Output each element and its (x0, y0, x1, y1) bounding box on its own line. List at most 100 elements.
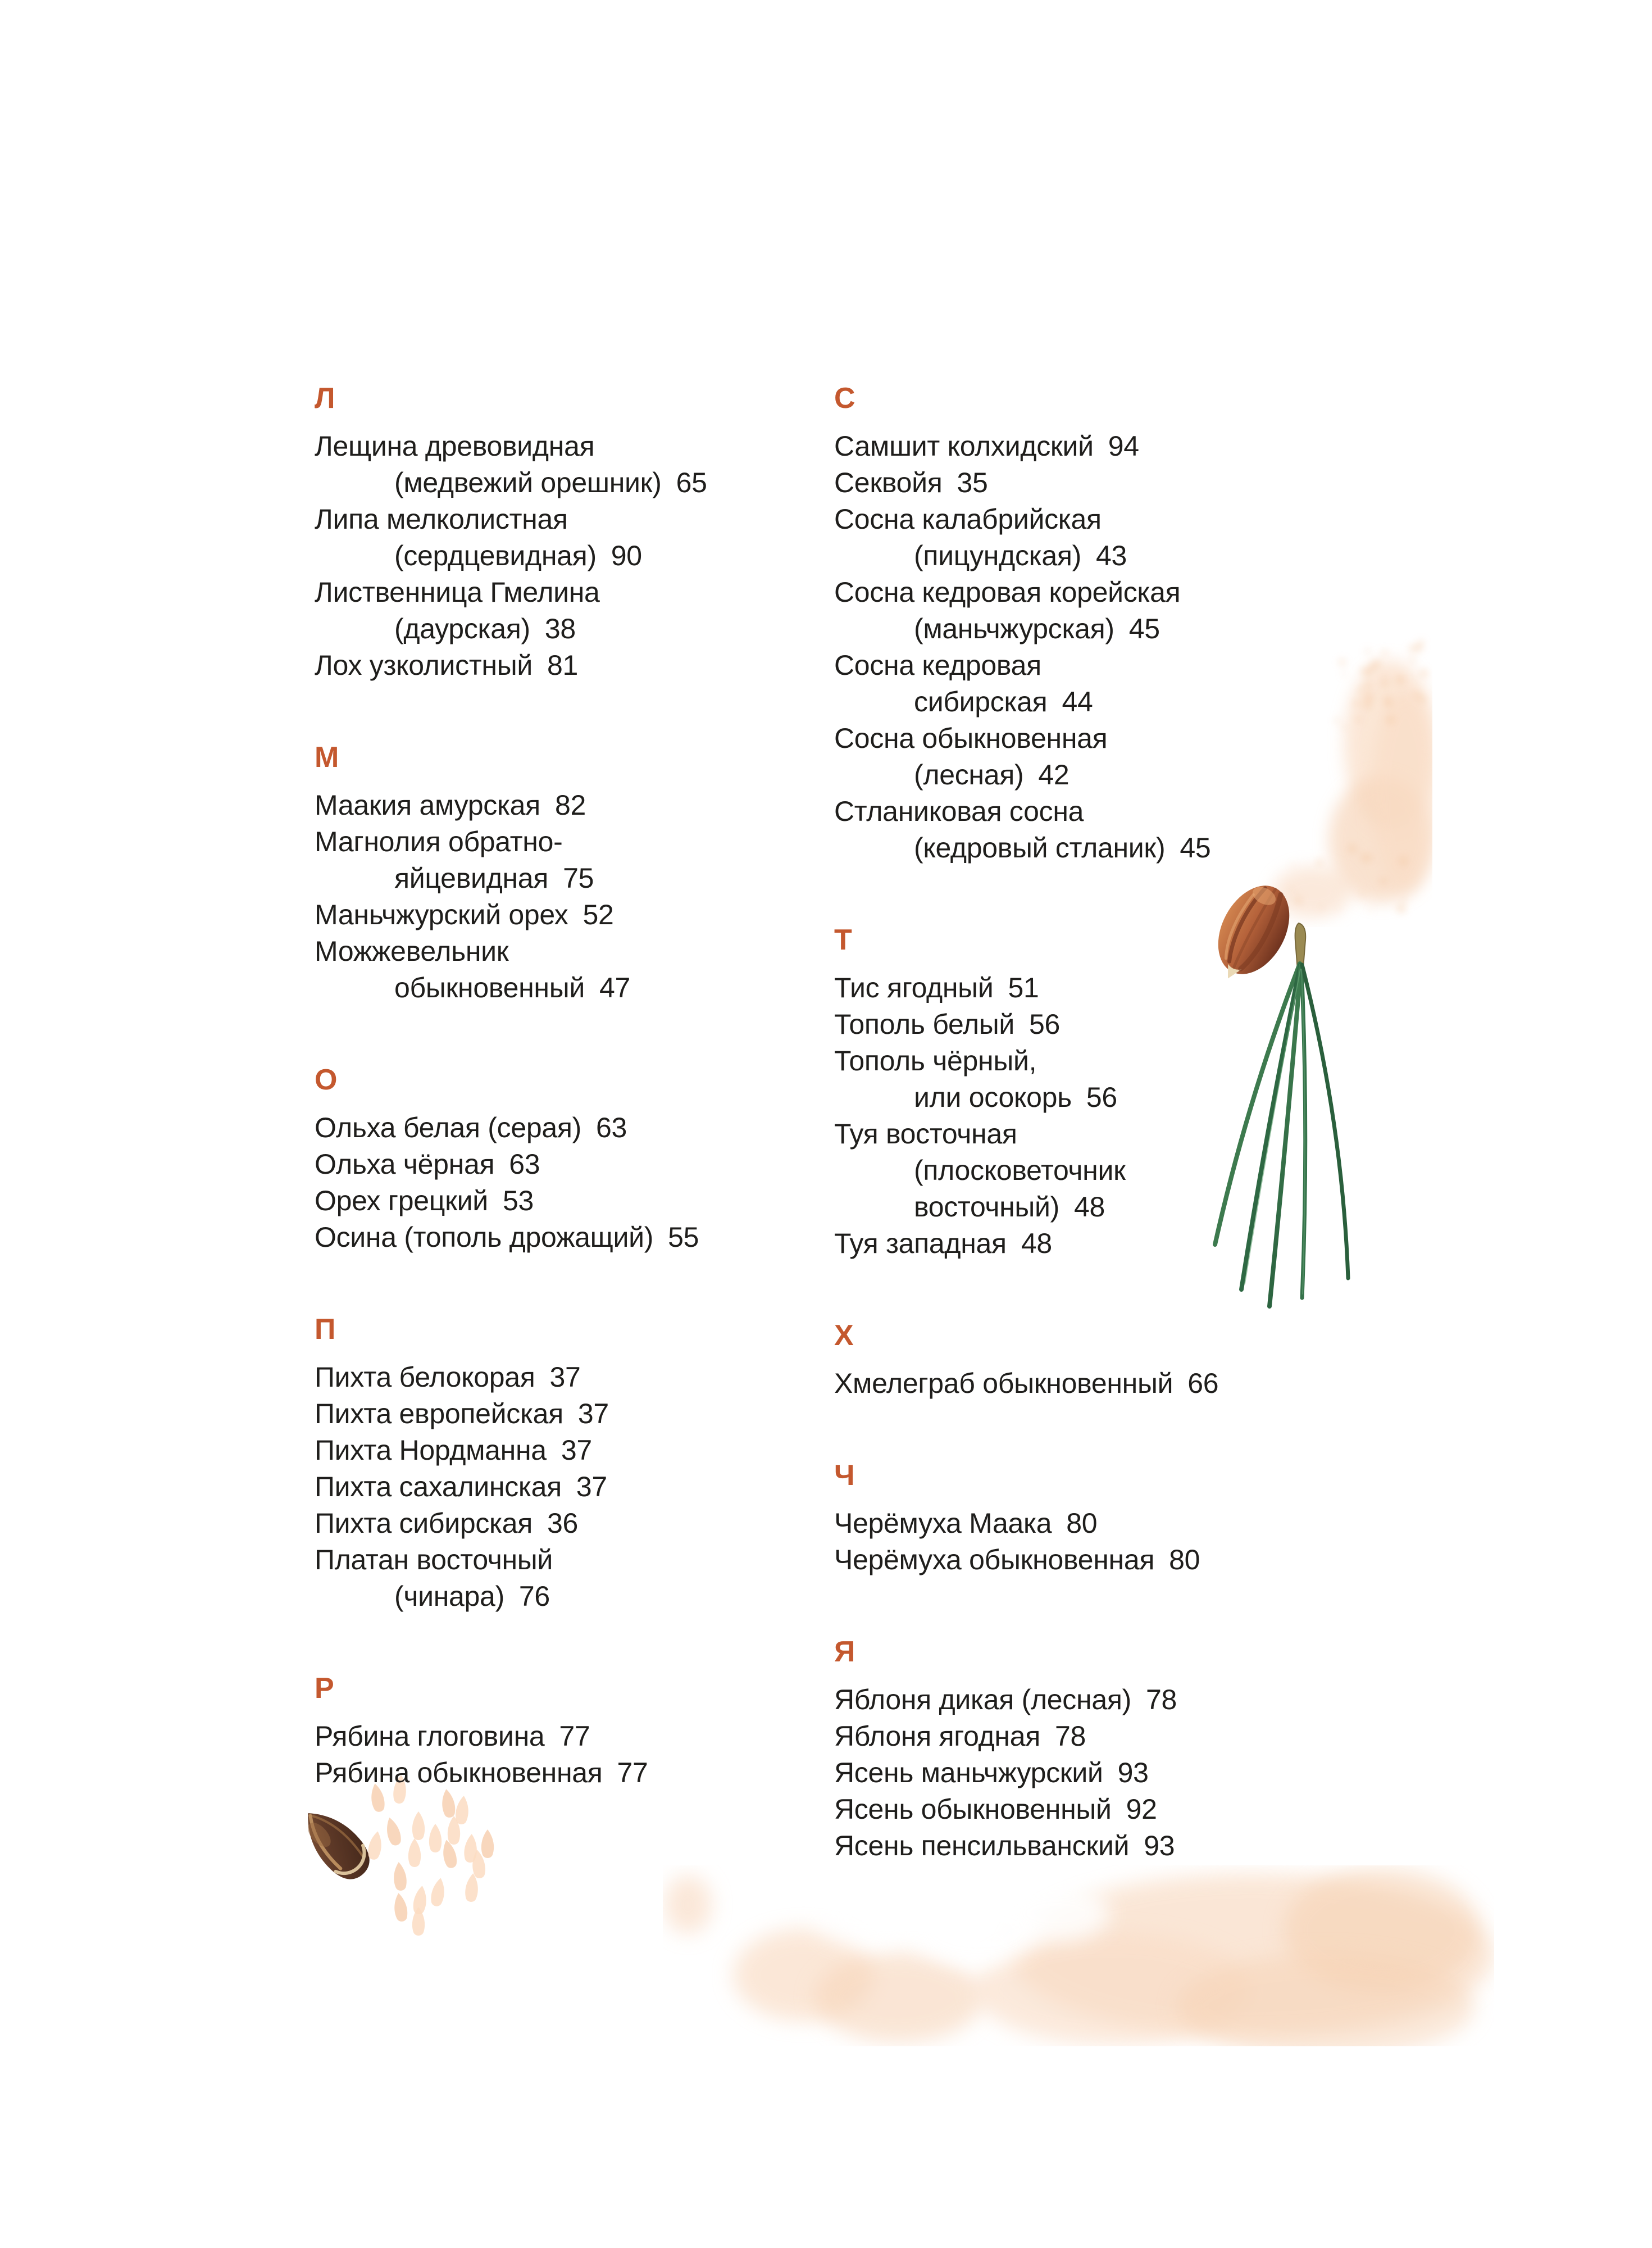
watercolor-speckle (1382, 650, 1387, 655)
index-entry-line: Яблоня ягодная 78 (834, 1718, 1536, 1755)
pine-nut-with-needles-illustration (1213, 885, 1350, 1309)
entry-text: Черёмуха Маака (834, 1507, 1052, 1539)
index-entry-line: (даурская) 38 (315, 611, 904, 647)
index-entry-line: Ольха белая (серая) 63 (315, 1110, 904, 1146)
index-entry-line: Секвойя 35 (834, 465, 1536, 501)
page-number: 78 (1145, 1684, 1177, 1715)
section-letter: О (315, 1064, 338, 1096)
entry-text: Липа мелколистная (315, 503, 568, 535)
index-section-П: П Пихта белокорая 37 Пихта европейская 37 Пих… (315, 1311, 904, 1615)
entry-text: (сердцевидная) (394, 540, 597, 571)
page-number: 37 (577, 1398, 609, 1429)
entry-text: Секвойя (834, 467, 943, 498)
section-letter: Х (834, 1319, 854, 1352)
watercolor-speckle (1290, 888, 1294, 892)
entry-text: Пихта европейская (315, 1398, 563, 1429)
index-entry-line: Маакия амурская 82 (315, 787, 904, 824)
watercolor-speckle (1319, 906, 1323, 910)
page-number: 43 (1096, 540, 1127, 571)
watercolor-speckle (1369, 909, 1372, 912)
entry-text: (чинара) (394, 1581, 504, 1612)
index-entry-line: Платан восточный (315, 1542, 904, 1578)
entry-text: Магнолия обратно- (315, 826, 563, 857)
watercolor-speckle (1295, 897, 1302, 904)
watercolor-speckle (1358, 688, 1363, 693)
page-number: 37 (561, 1434, 592, 1466)
watercolor-speckle (1336, 907, 1340, 911)
page-number: 77 (617, 1757, 648, 1788)
page-number: 42 (1038, 759, 1070, 791)
section-letter: Л (315, 382, 335, 415)
pale-seed-shape (465, 1873, 478, 1902)
watercolor-speckle (1413, 691, 1421, 698)
pale-seed-shape (368, 1831, 381, 1860)
watercolor-speckle (1381, 679, 1389, 687)
index-entry-line: Тополь белый 56 (834, 1006, 1536, 1043)
pale-seed-scatter-decoration (368, 1775, 494, 1936)
watercolor-speckle (1363, 701, 1371, 709)
index-section-С: С Самшит колхидский 94 Секвойя 35 Сосна калаб… (834, 380, 1536, 866)
index-entry-line: Пихта Нордманна 37 (315, 1432, 904, 1469)
watercolor-speckle (1396, 675, 1405, 684)
section-letter: Ч (834, 1459, 855, 1492)
index-entry-line: Рябина глоговина 77 (315, 1718, 904, 1755)
index-entry-line: Сосна кедровая (834, 647, 1536, 684)
page-number: 53 (502, 1185, 534, 1216)
index-entry-line: Орех грецкий 53 (315, 1183, 904, 1219)
index-section-Л: Л Лещина древовидная (медвежий орешник) 65 Л… (315, 380, 904, 684)
watercolor-speckle (1402, 897, 1407, 902)
watercolor-wash-bottom (665, 1868, 1494, 2046)
index-entry-line: Ясень пенсильванский 93 (834, 1828, 1536, 1864)
entry-text: Пихта Нордманна (315, 1434, 547, 1466)
index-entry-line: Ольха чёрная 63 (315, 1146, 904, 1183)
section-letter: С (834, 382, 856, 415)
index-column-left: Л Лещина древовидная (медвежий орешник) 65 Л… (315, 380, 904, 1791)
index-entry-line: Сосна кедровая корейская (834, 574, 1536, 611)
page-number: 80 (1066, 1507, 1098, 1539)
watercolor-speckle (1342, 725, 1346, 729)
watercolor-speckle (1372, 660, 1381, 669)
pale-seed-shape (456, 1796, 468, 1824)
watercolor-wash-top-right (1272, 640, 1432, 918)
pale-seed-shape (442, 1789, 456, 1818)
page-number: 47 (599, 972, 630, 1003)
index-entry-line: Стланиковая сосна (834, 793, 1536, 830)
index-entry-line: (лесная) 42 (834, 757, 1536, 793)
index-entry-line: Черёмуха Маака 80 (834, 1505, 1536, 1542)
entry-text: Орех грецкий (315, 1185, 488, 1216)
section-letter: М (315, 741, 339, 774)
watercolor-speckle (1366, 649, 1370, 654)
page-number: 90 (611, 540, 642, 571)
watercolor-speckle (1382, 674, 1386, 678)
page-number: 77 (559, 1720, 590, 1752)
index-entry-line: Ясень маньчжурский 93 (834, 1755, 1536, 1791)
index-entry-line: Яблоня дикая (лесная) 78 (834, 1682, 1536, 1718)
pine-nut-seed (1218, 885, 1290, 979)
watercolor-speckle (1409, 646, 1415, 652)
entry-text: Ясень обыкновенный (834, 1793, 1112, 1825)
section-letter: П (315, 1313, 336, 1346)
pale-seed-shape (464, 1834, 477, 1863)
index-entry-line: обыкновенный 47 (315, 970, 904, 1006)
entry-text: Сосна кедровая корейская (834, 576, 1181, 608)
pine-needles (1213, 961, 1350, 1309)
entry-text: Тис ягодный (834, 972, 994, 1003)
brown-seed-illustration (308, 1813, 370, 1879)
page-number: 51 (1008, 972, 1039, 1003)
page-number: 65 (676, 467, 707, 498)
entry-text: Черёмуха обыкновенная (834, 1544, 1155, 1575)
index-section-Ч: Ч Черёмуха Маака 80 Черёмуха обыкновенная 80 (834, 1457, 1536, 1578)
entry-text: Осина (тополь дрожащий) (315, 1221, 654, 1253)
page-number: 76 (518, 1581, 550, 1612)
entry-text: или осокорь (914, 1082, 1072, 1113)
index-section-Т: Т Тис ягодный 51 Тополь белый 56 Тополь чёрны… (834, 922, 1536, 1262)
entry-text: Ольха чёрная (315, 1148, 495, 1180)
index-entry-line: Ясень обыкновенный 92 (834, 1791, 1536, 1828)
section-letter: Т (834, 924, 853, 956)
page-number: 35 (957, 467, 988, 498)
index-entry-line: Тополь чёрный, (834, 1043, 1536, 1079)
watercolor-speckle (1339, 659, 1346, 666)
page-number: 80 (1169, 1544, 1200, 1575)
watercolor-speckle (1401, 699, 1404, 702)
index-entry-line: Тис ягодный 51 (834, 970, 1536, 1006)
